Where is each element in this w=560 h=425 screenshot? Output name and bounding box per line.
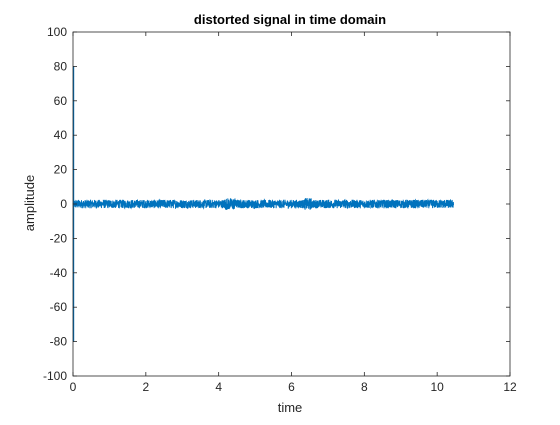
- x-tick-label: 8: [361, 380, 368, 394]
- x-tick-label: 6: [288, 380, 295, 394]
- signal-trace: [72, 198, 454, 211]
- y-axis-label: amplitude: [22, 175, 37, 231]
- y-tick-label: -80: [50, 335, 68, 349]
- x-tick-label: 0: [70, 380, 77, 394]
- x-tick-label: 12: [503, 380, 517, 394]
- y-tick-label: 100: [47, 25, 67, 39]
- x-tick-label: 2: [142, 380, 149, 394]
- x-tick-label: 4: [215, 380, 222, 394]
- y-tick-label: 60: [54, 94, 68, 108]
- x-tick-label: 10: [430, 380, 444, 394]
- y-tick-label: -40: [50, 266, 68, 280]
- y-ticks: -100 -80 -60 -40 -20 0 20 40 60 80 100: [43, 25, 510, 383]
- y-tick-label: 20: [54, 163, 68, 177]
- y-tick-label: 0: [60, 197, 67, 211]
- y-tick-label: -20: [50, 231, 68, 245]
- x-axis-label: time: [278, 400, 303, 415]
- x-ticks: 0 2 4 6 8 10 12: [70, 32, 517, 394]
- chart-title: distorted signal in time domain: [194, 12, 386, 27]
- y-tick-label: 80: [54, 59, 68, 73]
- y-tick-label: 40: [54, 128, 68, 142]
- y-tick-label: -60: [50, 300, 68, 314]
- y-tick-label: -100: [43, 369, 67, 383]
